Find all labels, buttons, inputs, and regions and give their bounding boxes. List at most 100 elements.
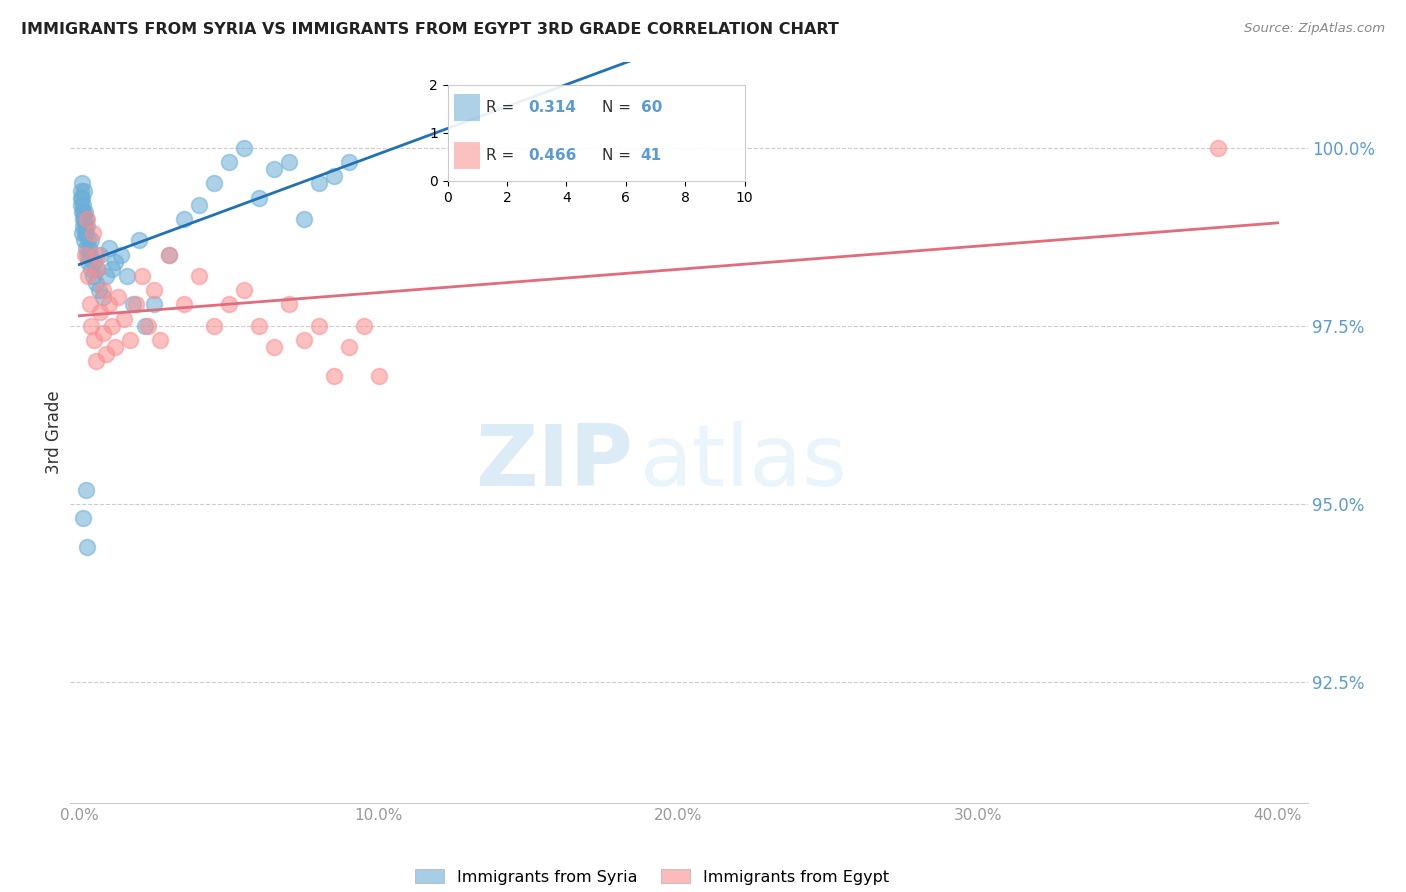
Point (72, 219, 94, 234)
Point (80, 318, 103, 333)
Point (263, 162, 285, 177)
Point (76, 247, 98, 261)
Point (77, 254, 100, 268)
Point (79, 247, 101, 261)
Point (337, 155, 360, 169)
Point (128, 234, 150, 248)
Point (73, 234, 96, 248)
Point (122, 297, 145, 311)
Point (125, 297, 148, 311)
Point (173, 212, 195, 227)
Point (110, 247, 132, 261)
Point (70, 177, 93, 191)
Point (353, 318, 375, 333)
Point (80, 234, 103, 248)
Point (143, 283, 166, 297)
Text: Source: ZipAtlas.com: Source: ZipAtlas.com (1244, 22, 1385, 36)
Point (84, 276, 107, 290)
Point (149, 333, 172, 347)
Point (75, 205, 97, 219)
Point (202, 318, 225, 333)
Point (96, 347, 118, 361)
Point (323, 169, 346, 184)
Point (104, 340, 127, 354)
Point (77, 241, 100, 255)
Text: atlas: atlas (640, 421, 848, 504)
Point (143, 297, 166, 311)
Point (263, 340, 285, 354)
Point (91, 290, 114, 304)
Point (82, 227, 104, 241)
Point (367, 368, 389, 383)
Point (233, 283, 256, 297)
Point (83, 254, 105, 268)
Point (188, 198, 211, 212)
Point (247, 191, 270, 205)
Point (247, 318, 270, 333)
Point (292, 333, 315, 347)
Point (72, 511, 94, 525)
Point (89, 304, 111, 318)
Point (86, 247, 108, 261)
Point (87, 283, 110, 297)
Point (202, 177, 225, 191)
Point (308, 318, 330, 333)
Point (69, 198, 91, 212)
Point (218, 297, 240, 311)
Point (1206, 141, 1229, 155)
Point (84, 354, 107, 368)
Point (72, 191, 94, 205)
Point (72, 212, 94, 227)
Point (323, 368, 346, 383)
Point (134, 318, 156, 333)
Legend: Immigrants from Syria, Immigrants from Egypt: Immigrants from Syria, Immigrants from E… (409, 863, 896, 891)
Y-axis label: 3rd Grade: 3rd Grade (45, 391, 63, 475)
Point (91, 326, 114, 340)
Point (75, 212, 97, 227)
Point (73, 227, 96, 241)
Point (104, 254, 127, 268)
Point (76, 483, 98, 497)
Point (131, 268, 153, 283)
Point (188, 268, 211, 283)
Point (75, 241, 97, 255)
Point (101, 261, 124, 276)
Point (86, 261, 108, 276)
Point (73, 219, 96, 234)
Point (73, 184, 96, 198)
Point (72, 205, 94, 219)
Point (337, 340, 360, 354)
Point (86, 261, 108, 276)
Point (70, 205, 93, 219)
Point (83, 333, 105, 347)
Point (70, 191, 93, 205)
Point (278, 155, 301, 169)
Point (292, 212, 315, 227)
Point (75, 227, 97, 241)
Point (89, 247, 111, 261)
Point (136, 318, 159, 333)
Point (98, 241, 121, 255)
Text: ZIP: ZIP (475, 421, 633, 504)
Point (101, 318, 124, 333)
Point (76, 219, 98, 234)
Point (70, 184, 93, 198)
Point (173, 297, 195, 311)
Point (157, 247, 180, 261)
Point (73, 212, 96, 227)
Point (120, 333, 142, 347)
Point (72, 198, 94, 212)
Point (278, 297, 301, 311)
Point (77, 268, 100, 283)
Point (218, 155, 240, 169)
Point (79, 297, 101, 311)
Point (76, 212, 98, 227)
Point (75, 247, 97, 261)
Point (308, 177, 330, 191)
Point (98, 297, 121, 311)
Point (76, 234, 98, 248)
Point (79, 261, 101, 276)
Point (72, 227, 94, 241)
Point (76, 540, 98, 554)
Point (82, 268, 104, 283)
